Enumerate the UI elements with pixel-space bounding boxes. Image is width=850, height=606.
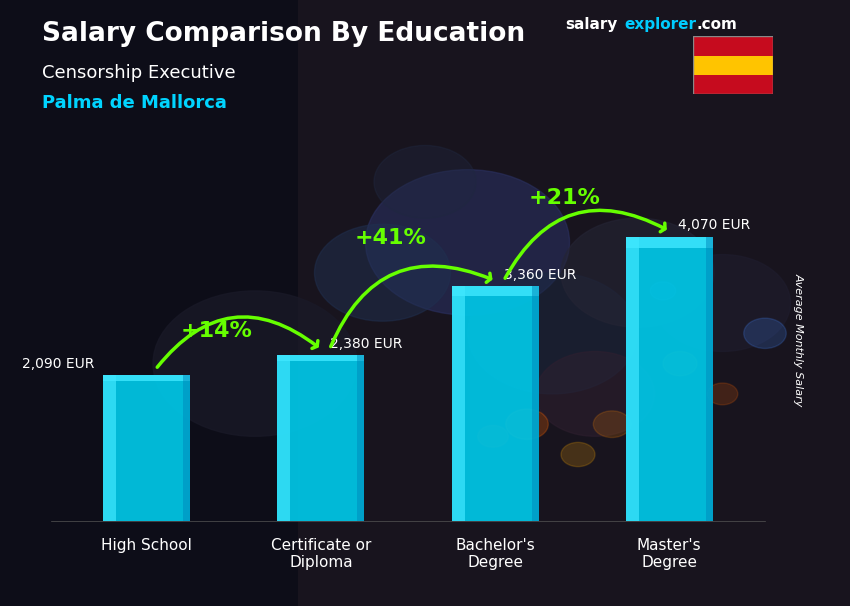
Text: +21%: +21% xyxy=(529,188,601,208)
Bar xyxy=(0,0,298,606)
Bar xyxy=(103,375,190,381)
Bar xyxy=(451,286,539,296)
Circle shape xyxy=(561,218,714,327)
Text: 4,070 EUR: 4,070 EUR xyxy=(678,218,751,232)
Text: 2,090 EUR: 2,090 EUR xyxy=(22,357,94,371)
Bar xyxy=(184,375,190,521)
Text: Average Monthly Salary: Average Monthly Salary xyxy=(794,273,803,406)
Bar xyxy=(277,355,365,521)
Bar xyxy=(298,0,850,606)
Bar xyxy=(358,355,365,521)
Bar xyxy=(451,286,465,521)
Bar xyxy=(103,375,116,521)
Text: 3,360 EUR: 3,360 EUR xyxy=(504,268,576,282)
Text: Palma de Mallorca: Palma de Mallorca xyxy=(42,94,227,112)
Text: +14%: +14% xyxy=(180,321,252,341)
Circle shape xyxy=(536,351,654,436)
Bar xyxy=(693,36,774,56)
Text: Salary Comparison By Education: Salary Comparison By Education xyxy=(42,21,525,47)
Text: +41%: +41% xyxy=(354,228,427,248)
Circle shape xyxy=(478,425,508,447)
Text: .com: .com xyxy=(697,17,738,32)
Bar xyxy=(277,355,365,361)
Circle shape xyxy=(506,409,548,439)
Bar xyxy=(693,56,774,75)
Circle shape xyxy=(707,383,738,405)
Text: salary: salary xyxy=(565,17,618,32)
Bar xyxy=(626,236,638,521)
Bar xyxy=(451,286,539,521)
Circle shape xyxy=(650,282,676,300)
Bar xyxy=(531,286,539,521)
Circle shape xyxy=(744,318,786,348)
Bar xyxy=(693,75,774,94)
Bar xyxy=(706,236,713,521)
Text: explorer: explorer xyxy=(625,17,697,32)
Circle shape xyxy=(366,170,570,315)
Circle shape xyxy=(374,145,476,218)
Text: Censorship Executive: Censorship Executive xyxy=(42,64,236,82)
Bar xyxy=(103,375,190,521)
Circle shape xyxy=(593,411,631,438)
Circle shape xyxy=(663,351,697,376)
Bar xyxy=(626,236,713,248)
Circle shape xyxy=(654,255,790,351)
Text: 2,380 EUR: 2,380 EUR xyxy=(330,336,402,350)
Circle shape xyxy=(153,291,357,436)
Bar xyxy=(277,355,291,521)
Circle shape xyxy=(314,224,450,321)
Circle shape xyxy=(468,273,638,394)
Bar xyxy=(626,236,713,521)
Circle shape xyxy=(561,442,595,467)
